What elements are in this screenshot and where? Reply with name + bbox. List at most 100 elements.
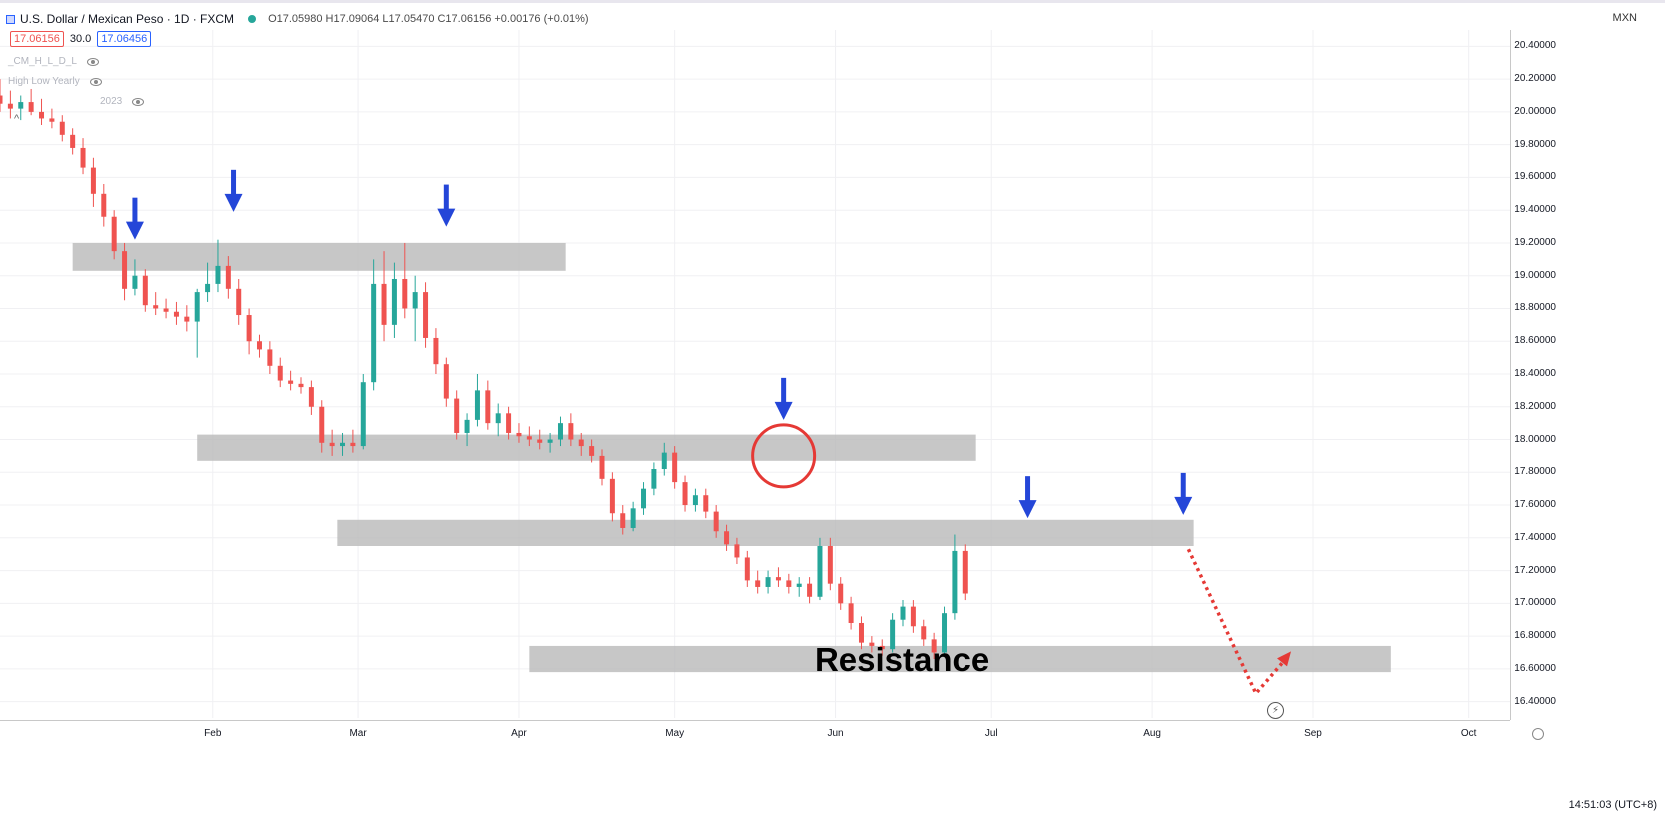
candle-body — [858, 622, 864, 643]
candle-body — [122, 251, 128, 289]
highlight-circle — [751, 423, 817, 489]
candlestick-chart[interactable]: Resistance — [0, 0, 1510, 720]
candle — [879, 639, 885, 656]
y-tick-label: 16.80000 — [1514, 630, 1556, 642]
indicator-row-3[interactable]: 2023 — [100, 96, 145, 107]
eye-icon[interactable] — [89, 77, 102, 86]
market-status-icon — [248, 15, 257, 23]
candle-body — [256, 341, 262, 350]
candle-body — [672, 452, 678, 483]
candle-body — [848, 603, 854, 623]
symbol-legend[interactable]: U.S. Dollar / Mexican Peso · 1D · FXCM O… — [6, 10, 589, 28]
bid-price[interactable]: 17.06156 — [10, 31, 64, 47]
clock-label[interactable]: 14:51:03 (UTC+8) — [1568, 799, 1657, 811]
indicator-row-1[interactable]: _CM_H_L_D_L — [8, 56, 99, 67]
candle-body — [412, 292, 418, 309]
ask-price[interactable]: 17.06456 — [97, 31, 152, 47]
candle-body — [350, 442, 356, 447]
candle-body — [910, 606, 916, 627]
y-tick-label: 19.20000 — [1514, 236, 1556, 248]
candle — [454, 390, 460, 440]
arrow-head — [1018, 500, 1037, 519]
candle-body — [142, 275, 148, 306]
candle — [744, 550, 750, 587]
candle-body — [288, 380, 294, 384]
price-axis-border — [1510, 30, 1511, 720]
candle-body — [630, 508, 636, 528]
candle — [495, 403, 501, 437]
candle — [28, 88, 34, 116]
candle — [7, 90, 13, 119]
candle — [111, 210, 117, 260]
candle — [90, 157, 96, 207]
currency-label[interactable]: MXN — [1612, 12, 1637, 24]
y-tick-label: 20.20000 — [1514, 73, 1556, 85]
candle — [910, 600, 916, 633]
candle — [734, 537, 740, 565]
symbol-icon — [6, 14, 15, 24]
y-tick-label: 19.60000 — [1514, 171, 1556, 183]
candle-body — [838, 583, 844, 604]
candle — [578, 432, 584, 456]
x-tick-label: Aug — [1143, 728, 1161, 739]
candle — [205, 262, 211, 302]
projection-arrow-head — [1277, 651, 1292, 667]
candle-body — [568, 423, 574, 440]
resistance-zone — [337, 519, 1194, 546]
candle — [724, 524, 730, 551]
chevron-up-icon[interactable]: ^ — [14, 113, 20, 125]
eye-icon[interactable] — [132, 97, 145, 106]
candle-body — [39, 111, 45, 119]
candle-body — [18, 102, 24, 109]
candle — [620, 505, 626, 535]
zones — [72, 242, 1391, 673]
candle — [557, 416, 563, 447]
candle — [59, 115, 65, 142]
candle-body — [236, 288, 242, 316]
candle — [641, 482, 647, 515]
candle-body — [308, 387, 314, 407]
candle-body — [890, 619, 896, 650]
candle — [308, 380, 314, 415]
candles — [0, 79, 968, 660]
candle — [371, 259, 377, 391]
candle-body — [205, 283, 211, 293]
resistance-label: Resistance — [815, 641, 989, 678]
eye-icon[interactable] — [86, 57, 99, 66]
candle-body — [713, 511, 719, 532]
candle-body — [474, 390, 480, 420]
candle-body — [724, 531, 730, 545]
indicator-1-label: _CM_H_L_D_L — [8, 56, 77, 67]
candle — [329, 429, 335, 456]
candle — [277, 357, 283, 388]
candle-body — [796, 583, 802, 587]
candle-body — [692, 495, 698, 506]
arrow-down-icon — [443, 184, 449, 213]
candle-body — [952, 550, 958, 614]
indicator-row-2[interactable]: High Low Yearly — [8, 76, 102, 87]
y-tick-label: 19.00000 — [1514, 269, 1556, 281]
candle — [713, 505, 719, 538]
candle-body — [931, 639, 937, 653]
candle-body — [578, 439, 584, 447]
arrow-head — [1174, 496, 1193, 515]
candle-body — [557, 423, 563, 440]
candle — [381, 251, 387, 342]
candle — [256, 334, 262, 358]
arrow-head — [437, 208, 456, 227]
candle — [433, 328, 439, 374]
time-axis-border — [0, 720, 1510, 721]
candle-body — [277, 365, 283, 381]
settings-icon[interactable] — [1532, 728, 1544, 740]
candle-body — [620, 513, 626, 528]
candle-body — [360, 382, 366, 447]
symbol-title[interactable]: U.S. Dollar / Mexican Peso · 1D · FXCM — [20, 12, 235, 26]
candle — [225, 256, 231, 299]
candle-body — [827, 546, 833, 584]
candle-body — [184, 316, 190, 322]
candle — [412, 275, 418, 342]
lightning-icon[interactable]: ⚡ — [1267, 702, 1284, 719]
candle — [70, 128, 76, 155]
y-tick-label: 16.40000 — [1514, 695, 1556, 707]
candle — [474, 374, 480, 427]
